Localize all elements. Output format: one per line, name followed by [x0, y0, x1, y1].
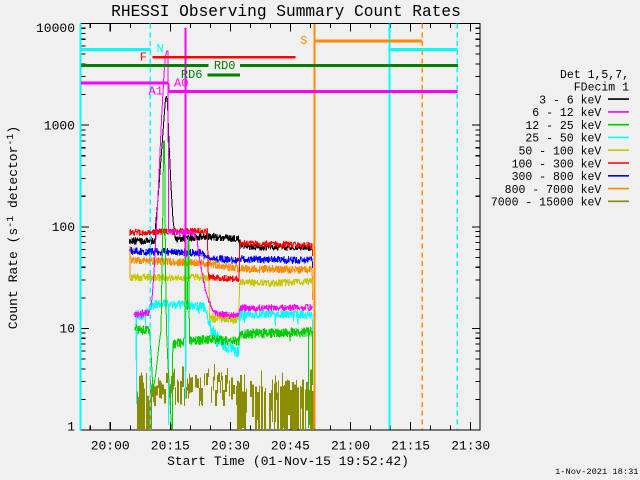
svg-text:A0: A0: [174, 77, 188, 91]
svg-text:1-Nov-2021 18:31: 1-Nov-2021 18:31: [555, 467, 638, 477]
svg-text:3 - 6 keV: 3 - 6 keV: [539, 94, 601, 107]
svg-text:N: N: [157, 42, 164, 56]
svg-text:7000 - 15000 keV: 7000 - 15000 keV: [491, 197, 602, 210]
svg-text:FDecim 1: FDecim 1: [574, 82, 629, 95]
svg-text:100 - 300 keV: 100 - 300 keV: [512, 158, 602, 171]
svg-text:10: 10: [59, 322, 75, 337]
svg-text:F: F: [140, 51, 147, 65]
svg-text:20:45: 20:45: [271, 439, 310, 454]
svg-text:RHESSI Observing Summary Count: RHESSI Observing Summary Count Rates: [111, 3, 461, 21]
svg-text:100: 100: [52, 220, 75, 235]
svg-text:800 - 7000 keV: 800 - 7000 keV: [505, 184, 602, 197]
svg-text:50 - 100 keV: 50 - 100 keV: [518, 146, 601, 159]
svg-text:S: S: [300, 34, 307, 48]
svg-text:21:00: 21:00: [331, 439, 370, 454]
svg-text:Det 1,5,7,: Det 1,5,7,: [560, 69, 629, 82]
svg-text:Count Rate (s-1 detector-1): Count Rate (s-1 detector-1): [6, 126, 21, 329]
svg-text:20:00: 20:00: [91, 439, 130, 454]
svg-text:1000: 1000: [44, 119, 75, 134]
svg-text:1: 1: [67, 419, 75, 434]
svg-text:25 - 50 keV: 25 - 50 keV: [525, 133, 601, 146]
svg-text:RD0: RD0: [214, 59, 236, 73]
svg-text:RD6: RD6: [181, 68, 203, 82]
svg-text:21:15: 21:15: [391, 439, 430, 454]
svg-text:20:30: 20:30: [211, 439, 250, 454]
svg-text:10000: 10000: [36, 21, 75, 36]
svg-text:300 - 800 keV: 300 - 800 keV: [512, 171, 602, 184]
svg-text:Start Time (01-Nov-15 19:52:42: Start Time (01-Nov-15 19:52:42): [167, 454, 409, 469]
svg-text:A1: A1: [149, 85, 163, 99]
svg-text:21:30: 21:30: [451, 439, 490, 454]
svg-text:20:15: 20:15: [151, 439, 190, 454]
svg-text:12 - 25 keV: 12 - 25 keV: [525, 120, 601, 133]
svg-text:6 - 12 keV: 6 - 12 keV: [532, 107, 601, 120]
